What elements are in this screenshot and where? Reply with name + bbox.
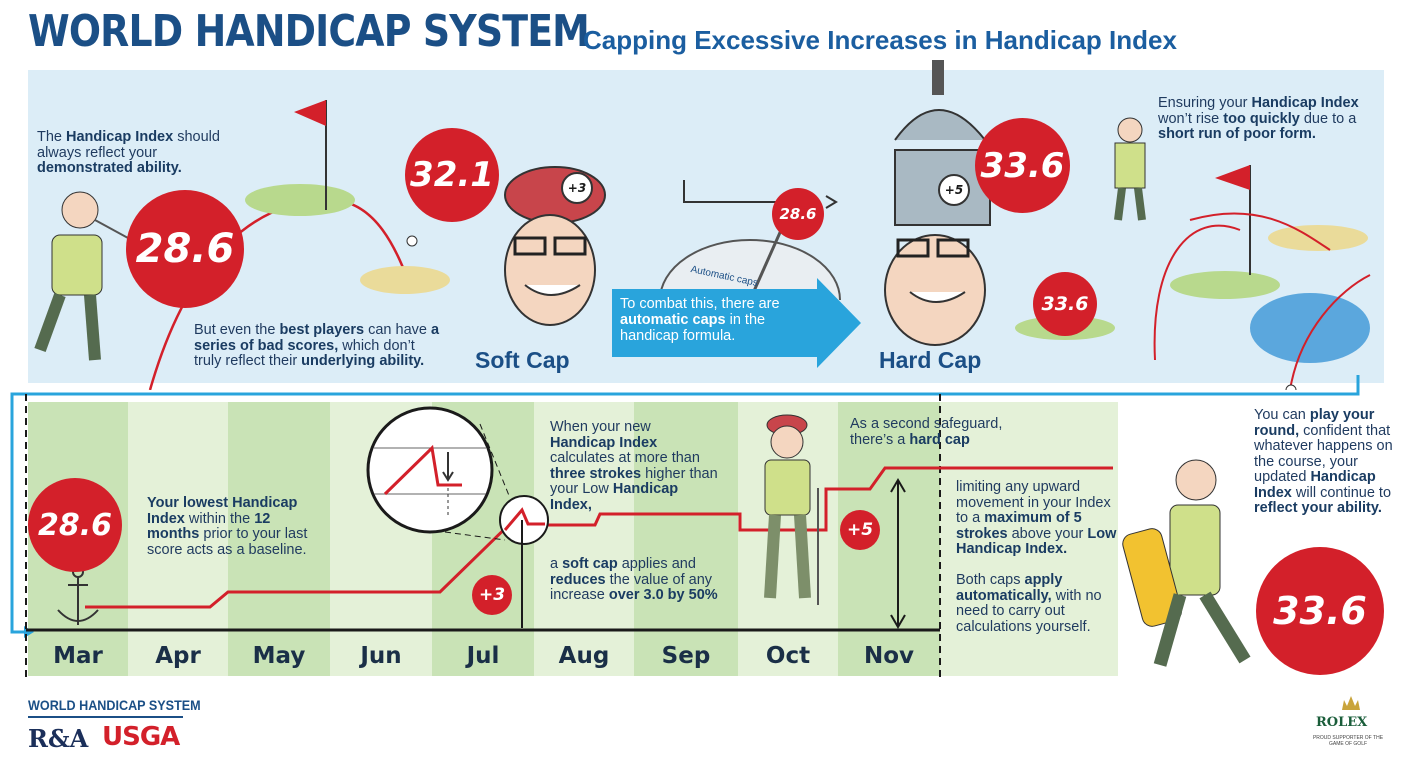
hard-cap-intro: As a second safeguard, there’s a hard ca… <box>850 416 1003 448</box>
dial-index-disc: 28.6 <box>772 188 824 240</box>
flow-connector <box>10 375 1360 634</box>
top-illustration <box>34 60 1371 390</box>
month-label: Jun <box>360 643 402 669</box>
month-label: Nov <box>863 643 915 669</box>
footer-logo-rule <box>28 716 183 718</box>
page-subtitle: Capping Excessive Increases in Handicap … <box>583 25 1177 55</box>
plus-three-badge: +3 <box>472 575 512 615</box>
month-label: May <box>252 643 306 669</box>
hard-cap-label: Hard Cap <box>879 347 982 373</box>
automatic-caps-dial <box>659 180 841 301</box>
spectator-figure <box>1114 117 1146 221</box>
soft-cap-badge: +3 <box>561 172 593 204</box>
soft-cap-index-disc: 32.1 <box>405 128 499 222</box>
baseline-text: Your lowest Handicap Index within the 12… <box>147 495 308 558</box>
golf-hole-with-pond <box>1153 165 1371 390</box>
timeline-graph <box>10 375 1360 680</box>
play-round-text: You can play your round, confident that … <box>1254 407 1393 516</box>
month-label: Aug <box>558 643 610 669</box>
hard-cap-golfer-head <box>884 60 991 346</box>
intro-text: The Handicap Index should always reflect… <box>37 129 220 176</box>
ensuring-text: Ensuring your Handicap Index won’t rise … <box>1158 95 1359 142</box>
hard-cap-index-disc: 33.6 <box>975 118 1070 213</box>
thinking-golfer-figure <box>764 414 819 605</box>
page-title: WORLD HANDICAP SYSTEM <box>28 6 590 57</box>
month-label: Jul <box>466 643 500 669</box>
soft-cap-label: Soft Cap <box>475 347 570 373</box>
anchor-icon <box>57 566 99 625</box>
flag <box>294 100 326 126</box>
usga-logo: USGA <box>102 722 180 752</box>
month-label: Mar <box>53 643 103 669</box>
arrow-head <box>817 278 861 368</box>
column-extra <box>940 402 1118 676</box>
putting-green <box>245 184 355 216</box>
golf-ball <box>406 235 418 247</box>
automatic-caps-arrow: To combat this, there are automatic caps… <box>612 289 817 357</box>
final-index-disc: 33.6 <box>1256 547 1384 675</box>
rolex-crown-icon <box>1342 696 1360 710</box>
bad-scores-text: But even the best players can have a ser… <box>194 322 440 369</box>
ra-logo: R&A <box>28 724 89 753</box>
plus-five-badge: +5 <box>840 510 880 550</box>
soft-cap-explainer: When your new Handicap Index calculates … <box>550 419 718 513</box>
baseline-index-disc: 28.6 <box>28 478 122 572</box>
soft-cap-rule: a soft cap applies and reduces the value… <box>550 556 718 603</box>
month-label: Sep <box>661 643 711 669</box>
handicap-progression-line <box>85 466 1113 609</box>
golfer-figure <box>34 191 151 361</box>
rolex-tagline: PROUD SUPPORTER OF THE GAME OF GOLF <box>1312 735 1384 747</box>
rolex-logo: ROLEX <box>1316 715 1368 730</box>
soft-cap-golfer-head <box>504 166 606 326</box>
footer-wh-logo: WORLD HANDICAP SYSTEM <box>28 697 201 713</box>
soft-cap-magnifier <box>366 406 549 545</box>
start-index-disc: 28.6 <box>126 190 244 308</box>
both-caps-text: Both caps apply automatically, with no n… <box>956 572 1102 635</box>
golf-ball-index-disc: 33.6 <box>1033 272 1097 336</box>
hard-cap-rule: limiting any upward movement in your Ind… <box>956 479 1117 557</box>
walking-golfer-with-bag <box>1122 459 1251 667</box>
bunker <box>360 266 450 294</box>
hard-cap-badge: +5 <box>938 174 970 206</box>
month-label: Apr <box>155 643 201 669</box>
month-label: Oct <box>765 643 811 669</box>
hard-cap-range-arrow <box>890 478 906 629</box>
